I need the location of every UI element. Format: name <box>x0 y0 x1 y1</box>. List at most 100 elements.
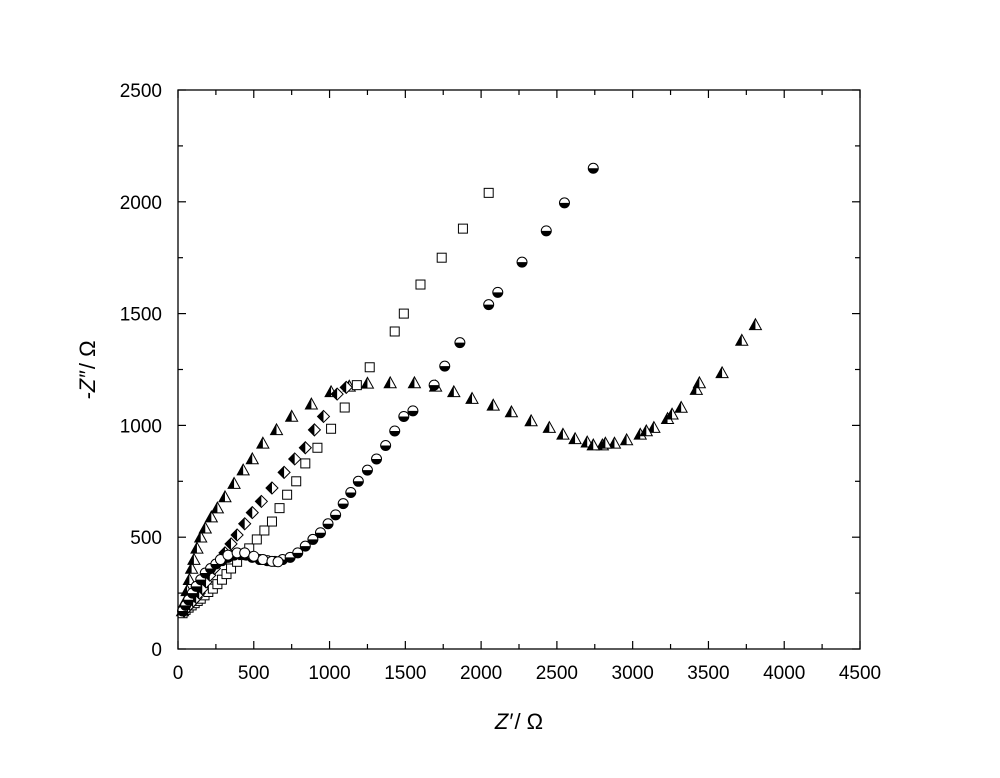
data-point <box>587 162 599 174</box>
data-point <box>245 451 260 465</box>
x-axis-title: Z′/ Ω <box>494 709 543 734</box>
plot-markers <box>175 162 763 619</box>
data-point <box>483 187 494 198</box>
data-point <box>407 405 419 417</box>
data-point <box>226 563 237 574</box>
data-point <box>516 256 528 268</box>
x-tick-label: 0 <box>173 663 184 684</box>
data-point <box>269 422 284 436</box>
data-point <box>198 521 213 534</box>
data-point <box>457 223 468 234</box>
data-point <box>266 516 277 527</box>
data-point <box>265 481 279 495</box>
data-point <box>187 552 201 565</box>
data-point <box>282 489 293 500</box>
data-point <box>204 510 219 523</box>
data-point <box>665 407 679 420</box>
data-point <box>239 547 251 559</box>
y-tick-label: 1000 <box>120 416 162 437</box>
data-point <box>339 402 350 413</box>
data-point <box>748 317 763 331</box>
data-point <box>439 360 451 372</box>
data-point <box>692 375 707 389</box>
data-point <box>330 387 344 401</box>
data-point <box>254 494 269 509</box>
data-point <box>371 453 383 465</box>
data-point <box>190 541 204 554</box>
y-tick-label: 2000 <box>120 193 162 214</box>
data-point <box>465 391 479 404</box>
data-point <box>222 549 234 561</box>
data-point <box>407 375 422 389</box>
y-axis-title: -Z″/ Ω <box>75 340 100 399</box>
data-point <box>339 380 353 395</box>
data-point <box>251 534 262 545</box>
x-tick-label: 2500 <box>536 663 578 684</box>
x-tick-label: 500 <box>238 663 270 684</box>
data-point <box>277 465 291 480</box>
data-point <box>415 279 426 290</box>
data-point <box>256 436 270 449</box>
data-point <box>389 425 401 437</box>
data-point <box>558 197 570 209</box>
data-point <box>259 525 270 536</box>
data-point <box>607 436 622 449</box>
data-point <box>298 441 313 455</box>
y-tick-label: 500 <box>130 528 162 549</box>
data-point <box>556 427 570 440</box>
data-point <box>360 376 375 389</box>
data-point <box>352 475 364 487</box>
data-point <box>326 423 337 434</box>
data-point <box>224 537 238 551</box>
data-point <box>307 423 322 437</box>
data-point <box>389 326 400 337</box>
data-point <box>715 365 729 379</box>
data-point <box>361 464 373 476</box>
data-point <box>248 550 260 562</box>
data-point <box>274 503 285 514</box>
data-point <box>380 440 392 452</box>
data-point <box>398 308 409 319</box>
x-tick-label: 1500 <box>384 663 426 684</box>
data-point <box>598 436 613 449</box>
x-tick-label: 3000 <box>612 663 654 684</box>
data-point <box>330 509 342 521</box>
x-tick-label: 4500 <box>839 663 881 684</box>
x-tick-label: 2000 <box>460 663 502 684</box>
x-tick-label: 3500 <box>687 663 729 684</box>
x-tick-label: 1000 <box>308 663 350 684</box>
data-point <box>291 476 302 487</box>
data-point <box>647 420 661 433</box>
data-point <box>312 442 323 453</box>
data-point <box>316 409 331 424</box>
data-point <box>364 362 375 373</box>
data-point <box>193 530 208 543</box>
data-point <box>237 517 252 531</box>
data-point <box>245 505 259 520</box>
data-point <box>322 518 334 530</box>
data-point <box>210 501 225 514</box>
data-point <box>398 410 410 422</box>
x-axis-ticks: 0 500 1000 1500 2000 2500 3000 3500 4000 4500 <box>173 90 881 684</box>
data-point <box>227 476 241 489</box>
y-tick-label: 1500 <box>120 305 162 326</box>
data-point <box>734 333 749 346</box>
data-point <box>568 431 582 445</box>
data-point <box>236 463 251 476</box>
data-point <box>504 404 519 418</box>
data-point <box>184 561 199 574</box>
data-point <box>351 380 362 391</box>
data-point <box>257 554 269 566</box>
data-point <box>542 420 557 433</box>
data-point <box>446 384 461 398</box>
data-point <box>454 337 466 349</box>
data-point <box>619 432 634 446</box>
data-point <box>299 540 311 552</box>
y-tick-label: 0 <box>151 640 162 661</box>
data-point <box>337 498 349 510</box>
x-tick-label: 4000 <box>763 663 805 684</box>
data-point <box>540 225 552 237</box>
data-point <box>639 423 654 437</box>
data-point <box>492 286 504 298</box>
data-point <box>307 533 319 545</box>
